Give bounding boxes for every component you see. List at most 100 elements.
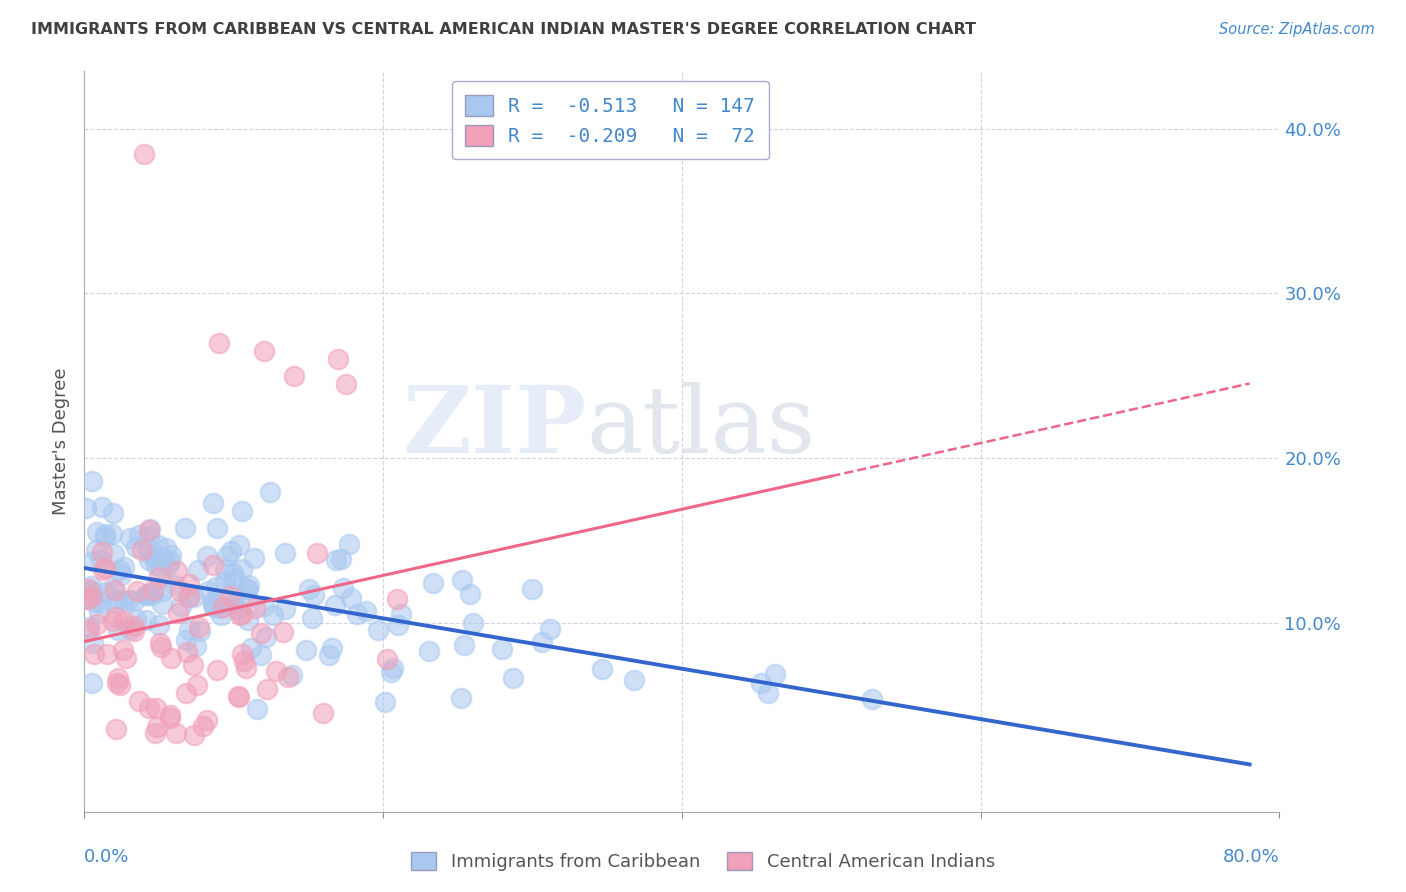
Point [93, 527, 115, 541]
Point [385, 592, 408, 607]
Text: 80.0%: 80.0% [1223, 848, 1279, 866]
Point [236, 613, 259, 627]
Point [531, 635, 554, 649]
Point [176, 645, 198, 659]
Point [112, 594, 135, 608]
Point [208, 335, 231, 350]
Point [112, 560, 135, 574]
Point [228, 690, 250, 705]
Point [354, 604, 377, 618]
Point [107, 671, 129, 685]
Point [538, 622, 561, 636]
Point [80, 578, 103, 592]
Point [77, 619, 100, 633]
Point [77, 623, 100, 637]
Text: ZIP: ZIP [402, 382, 586, 472]
Point [82, 636, 104, 650]
Point [380, 665, 402, 679]
Point [83, 595, 105, 609]
Point [174, 521, 197, 535]
Point [104, 595, 127, 609]
Point [90, 596, 112, 610]
Point [211, 600, 233, 615]
Point [502, 671, 524, 685]
Point [243, 601, 266, 615]
Point [418, 644, 440, 658]
Point [231, 607, 253, 621]
Point [96, 647, 118, 661]
Point [132, 146, 156, 161]
Point [224, 597, 246, 611]
Point [233, 655, 256, 669]
Point [138, 553, 160, 567]
Point [105, 610, 128, 624]
Point [128, 694, 150, 708]
Point [76, 583, 98, 598]
Point [312, 706, 335, 720]
Point [80, 589, 103, 603]
Point [235, 661, 257, 675]
Point [215, 549, 238, 564]
Point [374, 695, 396, 709]
Point [387, 618, 409, 632]
Point [271, 624, 294, 639]
Point [159, 651, 181, 665]
Point [231, 647, 253, 661]
Point [236, 582, 259, 596]
Point [202, 558, 225, 572]
Point [197, 713, 219, 727]
Point [254, 630, 277, 644]
Legend: Immigrants from Caribbean, Central American Indians: Immigrants from Caribbean, Central Ameri… [404, 845, 1002, 879]
Point [246, 702, 269, 716]
Legend: R =  -0.513   N = 147, R =  -0.209   N =  72: R = -0.513 N = 147, R = -0.209 N = 72 [451, 81, 769, 160]
Point [108, 563, 131, 577]
Point [101, 614, 124, 628]
Text: 0.0%: 0.0% [84, 848, 129, 866]
Point [860, 692, 883, 706]
Point [110, 678, 132, 692]
Point [150, 598, 173, 612]
Point [149, 640, 172, 655]
Point [264, 665, 287, 679]
Point [181, 658, 204, 673]
Point [591, 662, 613, 676]
Point [114, 615, 136, 629]
Point [321, 641, 343, 656]
Point [165, 726, 187, 740]
Point [183, 728, 205, 742]
Point [259, 484, 281, 499]
Point [463, 616, 485, 631]
Point [125, 584, 148, 599]
Point [131, 543, 153, 558]
Point [135, 588, 157, 602]
Point [340, 591, 363, 606]
Point [118, 624, 141, 638]
Point [120, 531, 142, 545]
Point [243, 551, 266, 566]
Point [138, 587, 160, 601]
Point [460, 587, 482, 601]
Point [176, 632, 198, 647]
Point [262, 607, 284, 622]
Point [236, 582, 259, 596]
Point [332, 581, 354, 595]
Point [375, 652, 398, 666]
Point [152, 550, 174, 565]
Point [186, 639, 208, 653]
Point [450, 573, 472, 587]
Point [142, 583, 165, 598]
Point [302, 589, 325, 603]
Point [256, 682, 278, 697]
Point [138, 524, 160, 538]
Point [250, 626, 273, 640]
Y-axis label: Master's Degree: Master's Degree [52, 368, 70, 516]
Point [197, 584, 219, 599]
Point [155, 541, 177, 556]
Point [177, 589, 200, 603]
Point [122, 619, 145, 633]
Point [229, 608, 252, 623]
Point [160, 548, 183, 562]
Point [159, 708, 181, 723]
Point [136, 541, 159, 556]
Point [231, 504, 253, 518]
